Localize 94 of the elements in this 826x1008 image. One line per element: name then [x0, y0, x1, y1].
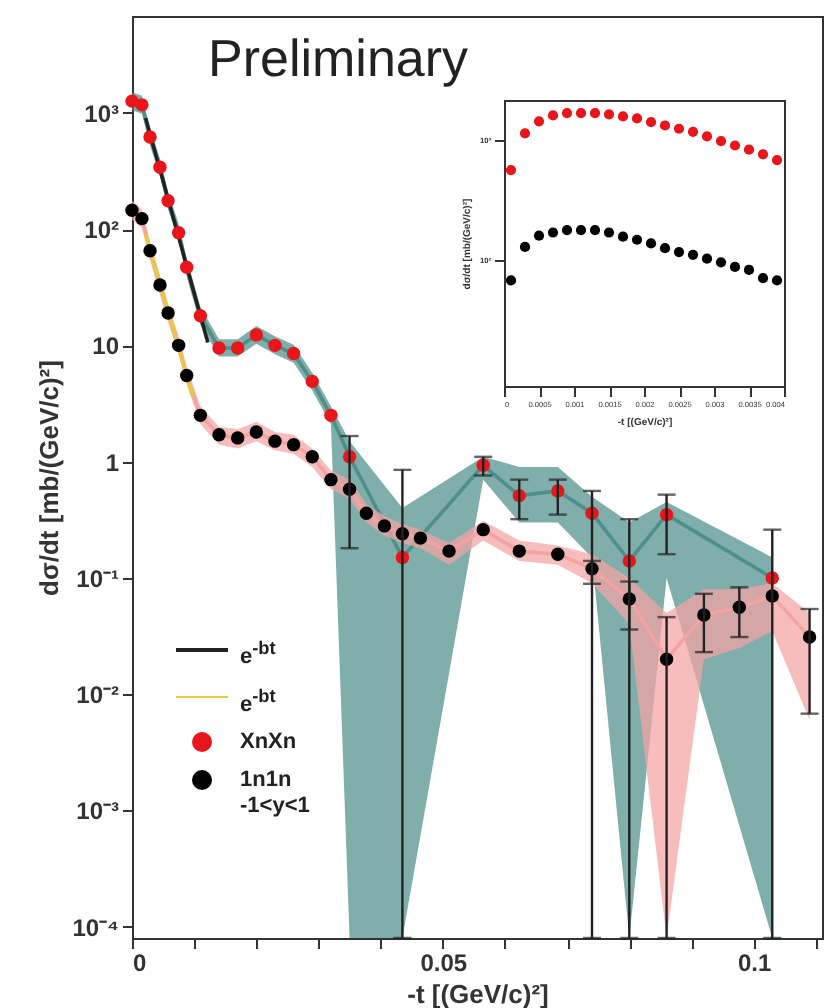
point [617, 111, 629, 122]
point [171, 338, 186, 353]
y-tick-label: 10² [84, 216, 120, 245]
point [125, 203, 139, 218]
x-tick-label: 0 [133, 949, 147, 977]
point [603, 227, 615, 238]
point [687, 126, 699, 137]
point [324, 408, 338, 423]
point [212, 428, 226, 442]
point [771, 275, 783, 286]
point [230, 431, 245, 445]
point [561, 225, 573, 236]
point [729, 261, 741, 272]
point [179, 368, 194, 383]
point [476, 522, 490, 537]
annotation: Preliminary [208, 28, 469, 90]
y-axis-title: dσ/dt [mb/(GeV/c)²] [34, 360, 65, 596]
point [575, 225, 587, 236]
point [659, 120, 671, 131]
point [505, 164, 517, 176]
point [324, 472, 338, 487]
point [561, 108, 573, 119]
point [268, 434, 282, 448]
x-tick-label: 0.05 [420, 949, 468, 977]
y-tick-label: 10³ [84, 99, 120, 128]
point [143, 130, 157, 144]
point [715, 135, 727, 147]
point [757, 273, 769, 284]
point [533, 116, 545, 127]
point [687, 249, 699, 260]
point [673, 123, 685, 134]
point [286, 346, 301, 361]
point [589, 225, 601, 236]
point [757, 149, 769, 160]
point [161, 306, 175, 320]
legend-label: e$^{-bt}$ [240, 683, 276, 719]
legend-label: e$^{-bt}$ [240, 636, 276, 672]
point [645, 116, 657, 128]
legend-label: 1n1n -1<y<1 [240, 768, 310, 821]
point [153, 160, 167, 174]
legend-label: XnXn [240, 730, 297, 757]
point [230, 341, 245, 355]
point [505, 275, 517, 286]
y-tick-label: 10⁻² [76, 681, 120, 710]
point [153, 278, 167, 292]
point [519, 128, 531, 139]
point [305, 374, 319, 389]
point [547, 110, 559, 121]
point [617, 231, 629, 242]
y-tick-label: 10 [92, 332, 120, 361]
point [547, 227, 559, 238]
point [212, 341, 226, 355]
point [645, 238, 657, 249]
point [701, 253, 713, 264]
point [659, 243, 671, 254]
point [179, 260, 194, 274]
point [512, 544, 526, 558]
point [715, 257, 727, 268]
point [551, 547, 565, 561]
point [631, 234, 643, 245]
point [305, 450, 319, 464]
x-tick-label: 0.1 [737, 949, 772, 977]
x-axis-title: -t [(GeV/c)²] [407, 979, 549, 1008]
point [589, 108, 601, 119]
point [603, 109, 615, 120]
point [135, 98, 149, 112]
point [249, 328, 264, 342]
point [673, 246, 685, 258]
y-tick-label: 10⁻⁴ [72, 913, 120, 942]
point [193, 308, 208, 323]
point [575, 108, 587, 119]
point [743, 144, 755, 155]
point [701, 131, 713, 142]
y-tick-label: 10⁻³ [76, 797, 120, 826]
point [519, 241, 531, 253]
point [359, 506, 374, 520]
point [377, 519, 392, 533]
point [193, 408, 208, 423]
point [143, 244, 157, 258]
point [743, 264, 755, 276]
point [442, 544, 456, 558]
point [249, 425, 264, 439]
point [631, 113, 643, 124]
point [533, 230, 545, 241]
point [771, 155, 783, 166]
y-tick-label: 1 [105, 448, 120, 477]
point [413, 531, 428, 545]
point [161, 194, 175, 208]
point [729, 140, 741, 151]
point [171, 226, 186, 240]
point [286, 437, 301, 452]
point [135, 211, 149, 226]
point [268, 338, 282, 353]
y-tick-label: 10⁻¹ [76, 564, 120, 593]
